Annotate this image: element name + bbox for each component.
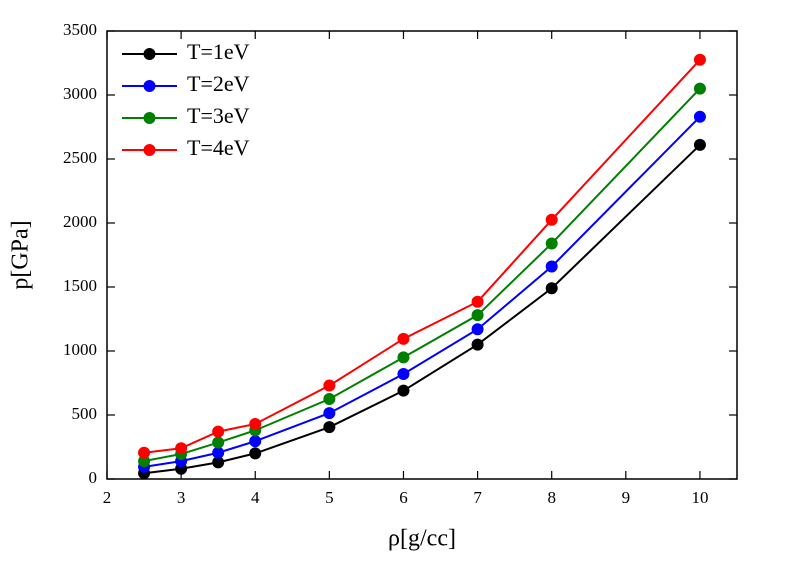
x-tick-label: 2 (103, 488, 112, 507)
y-tick-label: 2500 (63, 148, 97, 167)
legend-label: T=1eV (187, 39, 250, 64)
plot-frame (106, 30, 738, 480)
data-point (397, 332, 410, 345)
y-tick-label: 3000 (63, 84, 97, 103)
data-point (545, 213, 558, 226)
y-tick-label: 1500 (63, 276, 97, 295)
data-point (323, 407, 336, 420)
data-point (397, 351, 410, 364)
data-point (545, 282, 558, 295)
legend-marker (143, 48, 156, 60)
x-tick-label: 9 (622, 488, 631, 507)
y-axis-label: p[GPa] (8, 220, 34, 289)
x-tick-label: 5 (325, 488, 334, 507)
legend-marker (143, 144, 156, 156)
data-point (693, 110, 706, 123)
data-point (471, 323, 484, 336)
data-point (175, 442, 188, 455)
data-point (545, 260, 558, 273)
data-point (323, 421, 336, 434)
data-point (397, 368, 410, 381)
legend-label: T=4eV (187, 135, 250, 160)
data-point (693, 82, 706, 95)
legend-marker (143, 112, 156, 124)
y-tick-label: 3500 (63, 20, 97, 39)
data-point (249, 435, 262, 448)
data-point (471, 338, 484, 351)
data-point (471, 295, 484, 308)
legend-label: T=3eV (187, 103, 250, 128)
legend-marker (143, 80, 156, 92)
y-tick-label: 2000 (63, 212, 97, 231)
x-tick-label: 7 (473, 488, 482, 507)
data-point (693, 53, 706, 66)
data-point (323, 379, 336, 392)
x-tick-label: 6 (399, 488, 408, 507)
y-tick-label: 1000 (63, 340, 97, 359)
data-point (212, 446, 225, 459)
x-tick-label: 3 (177, 488, 186, 507)
legend-label: T=2eV (187, 71, 250, 96)
x-tick-label: 10 (691, 488, 708, 507)
series-line (143, 144, 701, 475)
x-axis-label: ρ[g/cc] (388, 526, 456, 552)
x-tick-label: 4 (251, 488, 260, 507)
data-point (545, 237, 558, 250)
data-point (138, 446, 151, 459)
x-tick-label: 8 (547, 488, 556, 507)
data-point (212, 425, 225, 438)
data-point (693, 138, 706, 151)
data-point (471, 309, 484, 322)
series-line (143, 116, 701, 468)
data-point (138, 455, 151, 468)
data-point (323, 393, 336, 405)
data-point (397, 384, 410, 397)
data-point (212, 456, 225, 469)
data-point (249, 447, 262, 460)
y-tick-label: 500 (72, 404, 98, 423)
data-point (212, 436, 225, 449)
y-tick-label: 0 (89, 468, 98, 487)
data-point (249, 417, 262, 430)
